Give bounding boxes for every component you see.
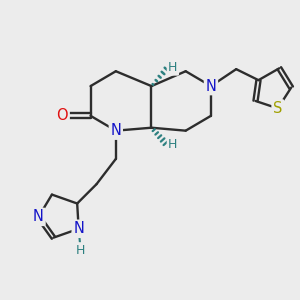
Text: H: H <box>76 244 85 257</box>
Text: N: N <box>73 221 84 236</box>
Text: N: N <box>33 209 44 224</box>
Text: H: H <box>168 138 178 151</box>
Text: S: S <box>273 101 283 116</box>
Text: H: H <box>168 61 178 74</box>
Text: N: N <box>110 123 121 138</box>
Text: N: N <box>206 79 216 94</box>
Text: O: O <box>56 108 68 123</box>
